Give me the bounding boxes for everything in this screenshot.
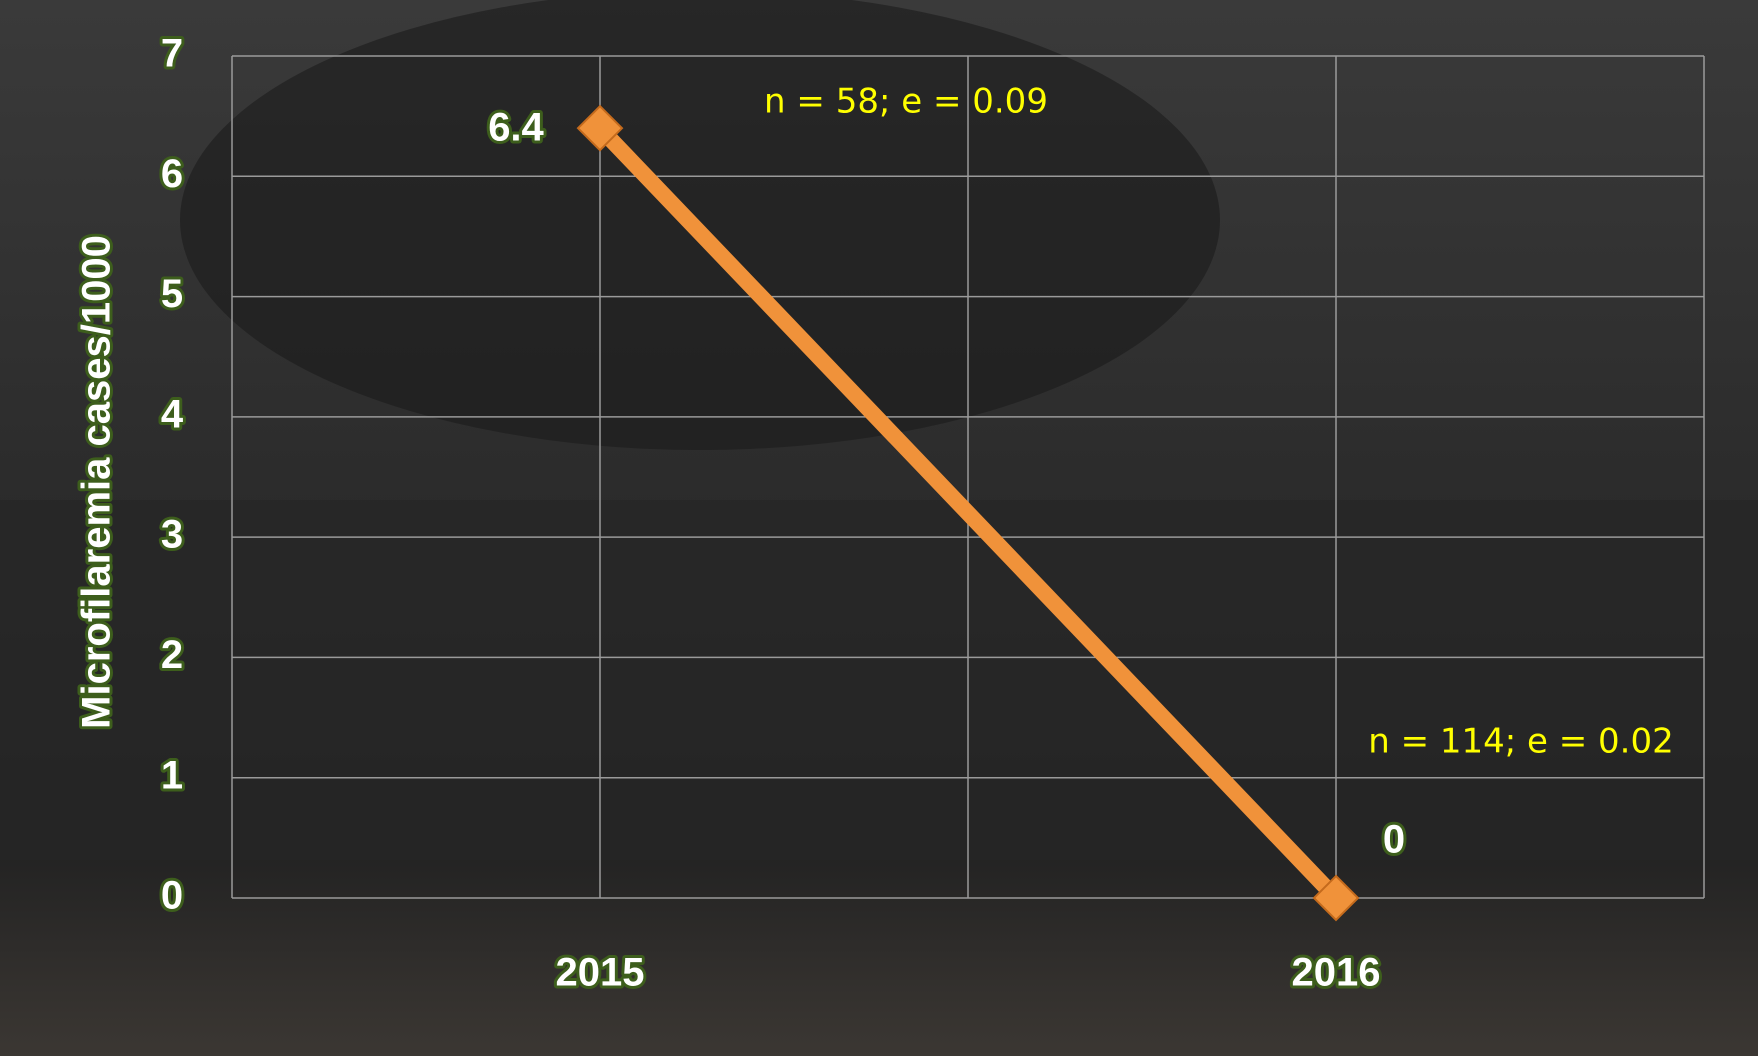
y-tick-label: 5 <box>161 272 183 316</box>
line <box>592 120 1344 906</box>
y-axis-label: Microfilaremia cases/1000 <box>75 235 119 729</box>
data-label: 0 <box>1383 818 1405 862</box>
y-tick-label: 4 <box>161 392 184 436</box>
y-tick-label: 7 <box>161 32 183 76</box>
y-tick-label: 1 <box>161 753 183 797</box>
y-tick-label: 3 <box>161 513 183 557</box>
y-tick-label: 6 <box>161 152 183 196</box>
crowd-silhouette <box>0 500 1758 860</box>
marker <box>1312 874 1360 922</box>
y-tick-label: 0 <box>161 874 183 918</box>
y-tick-label: 2 <box>161 633 183 677</box>
x-tick-label: 2016 <box>1292 951 1381 995</box>
data-label: 6.4 <box>488 106 544 150</box>
vertical-grid <box>231 56 1705 898</box>
annotation: n = 58; e = 0.09 <box>764 82 1048 122</box>
marker <box>576 104 624 152</box>
x-tick-label: 2015 <box>556 951 645 995</box>
annotation: n = 114; e = 0.02 <box>1368 722 1674 762</box>
